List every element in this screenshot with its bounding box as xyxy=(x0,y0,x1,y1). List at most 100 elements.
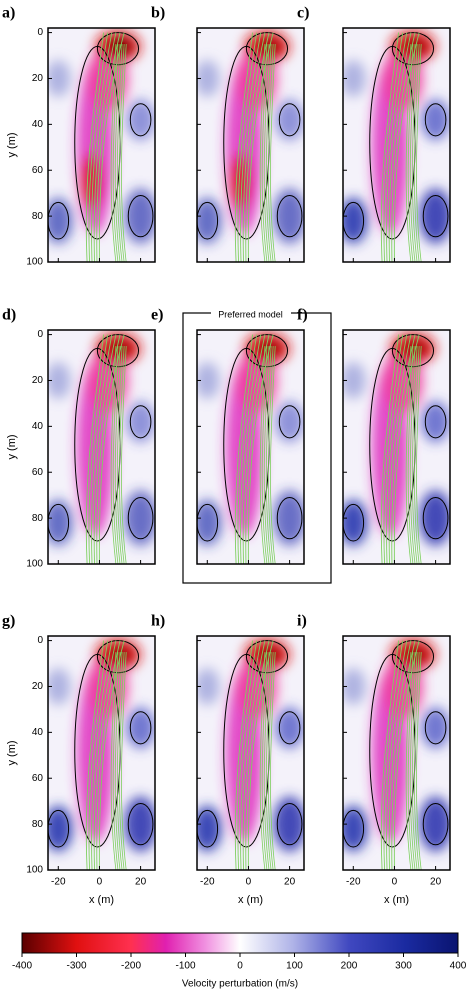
contour xyxy=(48,503,70,542)
contour xyxy=(424,103,447,137)
fault-trace xyxy=(96,640,121,870)
panel-frame xyxy=(196,329,305,565)
fault-trace xyxy=(85,334,105,564)
contour xyxy=(245,334,289,368)
anomaly xyxy=(421,99,450,141)
fault-trace xyxy=(245,334,270,564)
x-axis-label: x (m) xyxy=(384,894,409,906)
anomaly xyxy=(275,707,304,749)
y-tick-label: 0 xyxy=(37,27,43,38)
x-tick-label: -20 xyxy=(346,877,361,888)
fault-trace xyxy=(265,346,272,564)
fault-trace xyxy=(411,44,418,262)
anomaly xyxy=(124,188,155,244)
contour xyxy=(127,194,154,238)
fault-trace xyxy=(409,44,416,262)
anomaly xyxy=(419,188,450,244)
fault-trace xyxy=(393,640,420,870)
fault-trace xyxy=(118,652,125,870)
fault-trace xyxy=(242,32,266,262)
fault-trace xyxy=(409,346,416,564)
anomaly xyxy=(382,348,424,413)
fault-trace xyxy=(121,44,127,262)
anomaly xyxy=(126,707,155,749)
contour xyxy=(245,32,289,66)
panel-label: c) xyxy=(297,5,309,22)
panel-frame xyxy=(342,635,451,871)
panel-label: e) xyxy=(151,307,163,324)
panel: c) xyxy=(297,5,451,263)
fault-trace xyxy=(234,32,254,262)
panel-label: h) xyxy=(151,613,165,630)
fault-trace xyxy=(388,32,412,262)
contour xyxy=(48,201,70,240)
panel-note: Preferred model xyxy=(218,309,283,319)
fault-trace xyxy=(263,346,270,564)
panel-frame xyxy=(47,27,156,263)
fault-trace xyxy=(98,32,125,262)
contour xyxy=(278,103,301,137)
anomaly xyxy=(421,707,450,749)
fault-trace xyxy=(116,346,123,564)
fault-trace xyxy=(383,334,404,564)
fault-trace xyxy=(416,44,422,262)
contour xyxy=(391,640,435,674)
fault-trace xyxy=(411,652,418,870)
fault-trace xyxy=(409,652,416,870)
anomaly xyxy=(343,362,366,399)
fault-trace xyxy=(112,44,119,262)
anomaly xyxy=(273,188,304,244)
fault-trace xyxy=(121,346,127,564)
y-tick-label: 40 xyxy=(32,119,44,130)
anomaly xyxy=(87,46,129,111)
fault-trace xyxy=(114,346,121,564)
fault-trace xyxy=(270,346,276,564)
anomaly xyxy=(343,668,366,705)
contour xyxy=(127,802,154,846)
anomaly xyxy=(197,362,220,399)
fault-trace xyxy=(407,652,414,870)
x-axis-label: x (m) xyxy=(89,894,114,906)
colorbar-tick-label: 100 xyxy=(286,961,303,972)
y-tick-label: 40 xyxy=(32,727,44,738)
panel: b) xyxy=(151,5,305,263)
velocity-map xyxy=(197,28,304,262)
y-tick-label: 20 xyxy=(32,73,44,84)
fault-trace xyxy=(383,32,404,262)
fault-trace xyxy=(388,334,412,564)
fault-trace xyxy=(247,640,274,870)
fault-trace xyxy=(416,652,422,870)
panel-frame xyxy=(342,27,451,263)
fault-trace xyxy=(96,32,121,262)
velocity-map xyxy=(343,330,450,564)
fault-trace xyxy=(407,44,414,262)
fault-trace xyxy=(407,346,414,564)
colorbar xyxy=(21,932,459,954)
fault-trace xyxy=(112,652,119,870)
fault-trace xyxy=(411,346,418,564)
fault-trace xyxy=(413,44,420,262)
y-tick-label: 0 xyxy=(37,329,43,340)
x-tick-label: 20 xyxy=(135,877,147,888)
contour xyxy=(276,802,303,846)
fault-trace xyxy=(247,32,274,262)
fault-trace xyxy=(98,640,125,870)
fault-trace xyxy=(112,346,119,564)
anomaly xyxy=(87,348,129,413)
x-tick-label: -20 xyxy=(200,877,215,888)
fault-trace xyxy=(240,32,262,262)
fault-trace xyxy=(88,32,109,262)
contour xyxy=(278,711,301,745)
fault-trace xyxy=(386,640,408,870)
panel-label: g) xyxy=(2,613,15,630)
fault-trace xyxy=(96,334,121,564)
contour xyxy=(197,503,219,542)
fault-trace xyxy=(391,640,416,870)
fault-trace xyxy=(265,652,272,870)
fault-trace xyxy=(91,640,113,870)
y-tick-label: 80 xyxy=(32,513,44,524)
fault-trace xyxy=(234,334,254,564)
anomaly xyxy=(419,796,450,852)
panel: e) Preferred model xyxy=(151,307,305,565)
panel: a) 0 20 40 60 80 100 y (m) xyxy=(2,5,156,268)
